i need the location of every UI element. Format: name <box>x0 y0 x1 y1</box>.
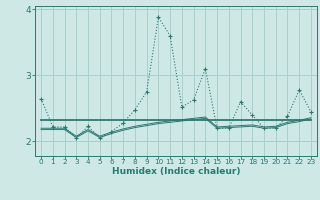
X-axis label: Humidex (Indice chaleur): Humidex (Indice chaleur) <box>112 167 240 176</box>
